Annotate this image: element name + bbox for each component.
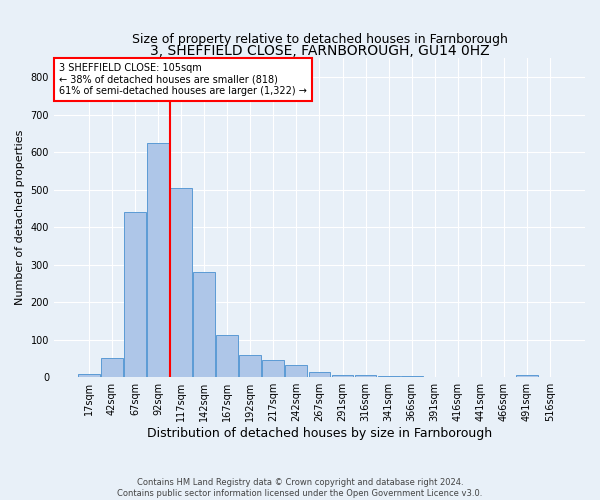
Bar <box>401 376 422 377</box>
Bar <box>217 335 238 377</box>
Y-axis label: Number of detached properties: Number of detached properties <box>15 130 25 306</box>
Bar <box>308 372 331 377</box>
Text: Contains HM Land Registry data © Crown copyright and database right 2024.
Contai: Contains HM Land Registry data © Crown c… <box>118 478 482 498</box>
Title: 3, SHEFFIELD CLOSE, FARNBOROUGH, GU14 0HZ: 3, SHEFFIELD CLOSE, FARNBOROUGH, GU14 0H… <box>149 44 489 59</box>
X-axis label: Distribution of detached houses by size in Farnborough: Distribution of detached houses by size … <box>147 427 492 440</box>
Text: Size of property relative to detached houses in Farnborough: Size of property relative to detached ho… <box>131 32 508 46</box>
Bar <box>193 272 215 377</box>
Bar <box>355 376 376 377</box>
Bar <box>101 358 123 377</box>
Bar <box>147 143 169 377</box>
Bar <box>286 365 307 377</box>
Bar <box>170 188 192 377</box>
Bar <box>124 212 146 377</box>
Bar <box>377 376 400 377</box>
Bar <box>262 360 284 377</box>
Bar <box>78 374 100 377</box>
Bar <box>239 356 261 377</box>
Text: 3 SHEFFIELD CLOSE: 105sqm
← 38% of detached houses are smaller (818)
61% of semi: 3 SHEFFIELD CLOSE: 105sqm ← 38% of detac… <box>59 63 307 96</box>
Bar <box>332 374 353 377</box>
Bar <box>516 375 538 377</box>
